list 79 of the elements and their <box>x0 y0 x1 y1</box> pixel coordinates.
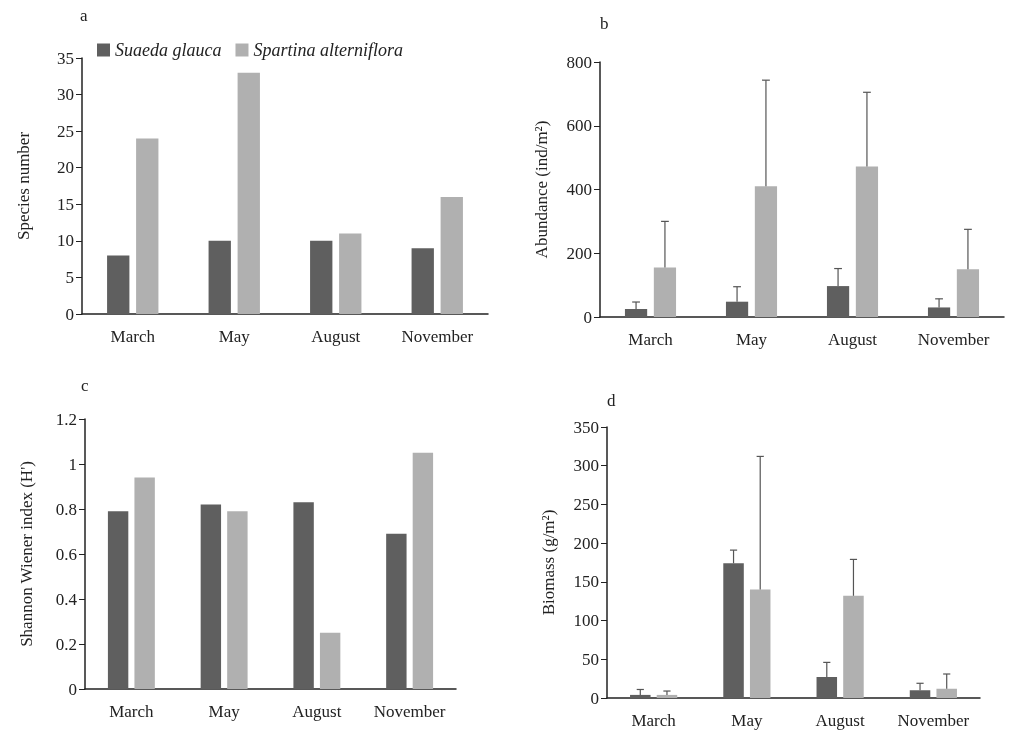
y-tick-label: 35 <box>57 48 74 68</box>
bar <box>411 248 434 314</box>
bar <box>319 632 341 689</box>
bar <box>440 196 463 314</box>
x-tick-label: March <box>109 702 155 721</box>
bar <box>843 595 864 698</box>
bar <box>956 269 980 317</box>
x-tick-label: August <box>815 711 865 730</box>
chart-title: d <box>607 391 616 410</box>
y-tick-label: 350 <box>573 417 599 437</box>
bar <box>339 233 362 314</box>
y-tick-label: 100 <box>573 611 599 631</box>
y-tick-label: 5 <box>65 267 74 287</box>
bar <box>656 694 678 698</box>
y-tick-label: 30 <box>57 85 74 105</box>
y-tick-label: 400 <box>566 180 592 199</box>
legend-label: Suaeda glauca <box>115 40 222 60</box>
bar <box>749 589 771 698</box>
y-tick-label: 250 <box>573 494 599 514</box>
y-tick-label: 0.2 <box>55 634 77 654</box>
y-axis-title: Shannon Wiener index (H') <box>17 461 36 647</box>
y-tick-label: 25 <box>57 121 74 141</box>
chart-title: a <box>80 6 88 25</box>
bar <box>208 240 231 314</box>
y-tick-label: 0 <box>68 679 77 699</box>
bar <box>310 240 333 314</box>
y-tick-label: 0 <box>583 307 592 327</box>
bar <box>293 502 314 689</box>
x-tick-label: May <box>218 327 251 346</box>
bar <box>237 72 260 314</box>
y-tick-label: 15 <box>57 194 74 214</box>
x-tick-label: August <box>292 702 342 721</box>
y-tick-label: 600 <box>566 116 592 136</box>
x-tick-label: March <box>628 330 674 349</box>
y-tick-label: 10 <box>57 231 74 251</box>
x-tick-label: November <box>897 711 970 730</box>
y-tick-label: 0 <box>590 688 599 708</box>
chart-title: b <box>600 14 609 33</box>
x-tick-label: November <box>373 702 446 721</box>
bar <box>107 511 129 689</box>
x-tick-label: November <box>917 330 990 349</box>
bar <box>200 504 222 689</box>
bar <box>754 186 778 317</box>
bar <box>412 452 434 689</box>
y-tick-label: 20 <box>57 158 74 178</box>
y-axis-title: Species number <box>14 131 33 241</box>
y-tick-label: 150 <box>573 572 599 592</box>
bar <box>630 694 651 698</box>
x-tick-label: May <box>731 711 763 730</box>
bar <box>227 511 248 689</box>
bar <box>107 255 130 314</box>
x-tick-label: May <box>735 330 768 349</box>
bar <box>653 267 677 317</box>
bar <box>936 688 957 698</box>
y-tick-label: 0.4 <box>55 589 78 609</box>
y-tick-label: 1.2 <box>55 409 77 429</box>
y-tick-label: 1 <box>68 454 77 474</box>
bar <box>136 138 159 314</box>
y-tick-label: 200 <box>566 243 592 263</box>
y-tick-label: 50 <box>582 649 599 669</box>
x-tick-label: March <box>631 711 677 730</box>
y-axis-title: Biomass (g/m²) <box>539 509 558 616</box>
x-tick-label: August <box>827 330 878 349</box>
y-tick-label: 0.8 <box>55 499 77 519</box>
chart-title: c <box>81 376 89 395</box>
x-tick-label: November <box>401 327 474 346</box>
y-axis-title: Abundance (ind/m²) <box>532 120 551 259</box>
x-tick-label: March <box>110 327 156 346</box>
bar <box>386 533 407 689</box>
y-tick-label: 200 <box>573 533 599 553</box>
y-tick-label: 800 <box>566 52 592 72</box>
y-tick-label: 300 <box>573 456 599 476</box>
x-tick-label: May <box>208 702 241 721</box>
bar <box>134 477 155 689</box>
bar <box>855 166 879 317</box>
y-tick-label: 0.6 <box>55 544 77 564</box>
x-tick-label: August <box>311 327 361 346</box>
y-tick-label: 0 <box>65 304 74 324</box>
legend-label: Spartina alterniflora <box>253 40 403 60</box>
